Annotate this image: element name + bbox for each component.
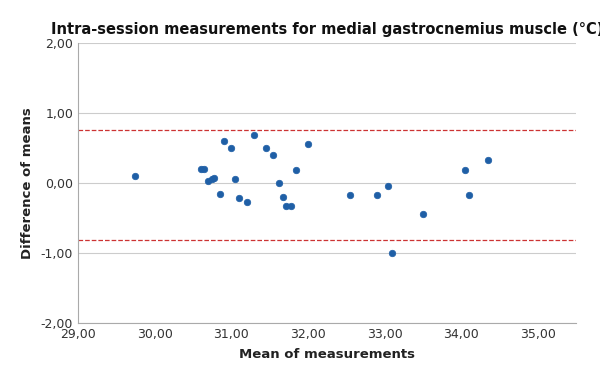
Point	[226, 145, 236, 151]
Point	[219, 138, 229, 144]
Point	[209, 175, 219, 181]
Point	[292, 167, 301, 173]
Title: Intra-session measurements for medial gastrocnemius muscle (°C): Intra-session measurements for medial ga…	[51, 23, 600, 37]
Point	[372, 192, 382, 198]
Point	[207, 176, 217, 182]
Point	[261, 145, 271, 151]
Point	[203, 178, 213, 184]
Point	[303, 141, 313, 147]
Point	[269, 152, 278, 158]
Point	[274, 180, 284, 186]
Point	[345, 192, 355, 198]
Point	[242, 199, 251, 205]
Point	[483, 157, 493, 163]
Point	[281, 203, 291, 209]
Point	[464, 192, 473, 198]
Y-axis label: Difference of means: Difference of means	[21, 107, 34, 259]
Point	[278, 194, 288, 200]
Point	[388, 250, 397, 256]
Point	[250, 132, 259, 138]
Point	[383, 183, 393, 189]
Point	[460, 167, 470, 173]
Point	[196, 166, 205, 172]
Point	[131, 173, 140, 179]
Point	[234, 195, 244, 202]
Point	[200, 166, 209, 172]
Point	[230, 176, 240, 182]
Point	[418, 211, 428, 217]
Point	[286, 203, 296, 209]
Point	[215, 191, 224, 197]
X-axis label: Mean of measurements: Mean of measurements	[239, 348, 415, 361]
